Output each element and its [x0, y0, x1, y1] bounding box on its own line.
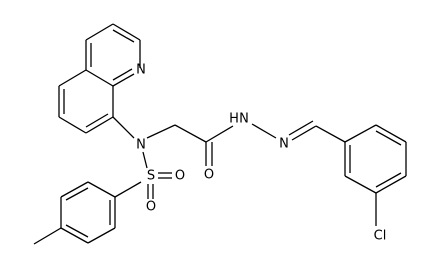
atom-label: H	[229, 112, 239, 127]
atom-label: N	[136, 63, 146, 78]
atom-label: N	[136, 138, 146, 153]
atom-label: S	[147, 169, 155, 184]
atom-label: N	[279, 137, 289, 152]
atom-label: Cl	[374, 229, 387, 244]
atom-labels: N N S O O O H N N Cl	[136, 63, 386, 244]
atom-label: O	[175, 169, 185, 184]
atom-label: O	[146, 200, 156, 215]
bonds	[33, 23, 407, 245]
atom-label: N	[239, 112, 249, 127]
atom-label: O	[204, 168, 214, 183]
